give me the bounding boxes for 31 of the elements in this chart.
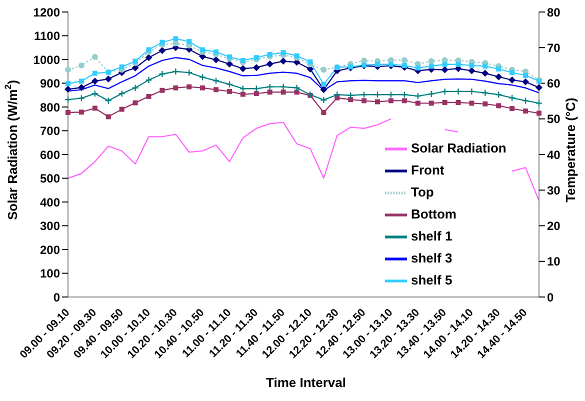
y2-axis-title: Temperature (°C) — [563, 98, 578, 202]
legend-label: shelf 3 — [411, 250, 452, 266]
y2-tick-label: 30 — [547, 183, 561, 198]
y2-tick-label: 80 — [547, 5, 561, 20]
y-tick-label: 600 — [40, 148, 60, 162]
x-axis-title: Time Interval — [266, 375, 346, 390]
y-tick-label: 700 — [40, 124, 60, 138]
y-tick-label: 100 — [40, 266, 60, 281]
y2-tick-label: 50 — [547, 112, 561, 126]
y2-tick-label: 20 — [547, 219, 561, 234]
y-tick-label: 500 — [40, 172, 60, 186]
legend-label: shelf 5 — [411, 272, 452, 288]
y-tick-label: 1200 — [33, 5, 60, 20]
y-tick-label: 400 — [40, 195, 60, 210]
y-tick-label: 0 — [53, 290, 60, 304]
y-tick-label: 1100 — [34, 29, 60, 44]
legend-label: Solar Radiation — [411, 140, 506, 156]
y-tick-label: 900 — [40, 76, 60, 91]
y2-tick-label: 40 — [547, 148, 561, 162]
y2-tick-label: 70 — [547, 40, 561, 55]
legend-label: shelf 1 — [411, 228, 452, 244]
y-tick-label: 800 — [40, 100, 60, 114]
y2-tick-label: 10 — [547, 254, 561, 269]
y2-tick-label: 0 — [547, 290, 554, 304]
legend-label: Bottom — [411, 206, 456, 222]
legend-label: Front — [411, 162, 444, 178]
y-tick-label: 300 — [40, 219, 60, 234]
y-tick-label: 1000 — [33, 52, 60, 67]
y-tick-label: 200 — [40, 242, 60, 257]
y2-tick-label: 60 — [547, 76, 561, 91]
legend-label: Top — [411, 184, 434, 200]
